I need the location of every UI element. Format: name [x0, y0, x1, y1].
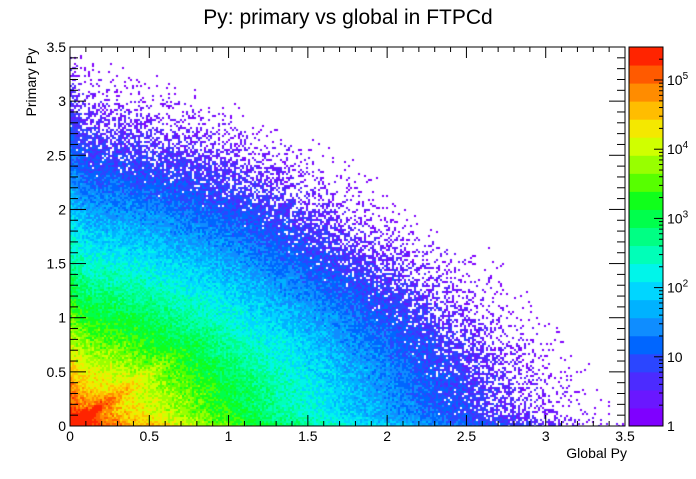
- colorbar-band: [629, 47, 663, 66]
- colorbar-tick-label: 102: [667, 279, 689, 296]
- x-tick-label: 0.5: [140, 428, 160, 444]
- colorbar-tick-label: 104: [667, 140, 689, 157]
- colorbar-band: [629, 209, 663, 228]
- x-tick-label: 1: [225, 428, 233, 444]
- y-axis: 0 0.5 1 1.5 2 2.5 3 3.5: [47, 39, 625, 434]
- y-axis-label: Primary Py: [23, 48, 39, 116]
- colorbar-band: [629, 407, 663, 427]
- x-tick-label: 1.5: [298, 428, 318, 444]
- colorbar-band: [629, 173, 663, 192]
- colorbar-tick-label: 103: [667, 209, 689, 226]
- y-tick-label: 3: [58, 93, 66, 109]
- y-tick-label: 2.5: [47, 147, 67, 163]
- y-tick-label: 3.5: [47, 39, 67, 55]
- y-tick-label: 0: [58, 418, 66, 434]
- plot-frame: [69, 46, 626, 427]
- colorbar-band: [629, 119, 663, 138]
- colorbar-frame: [628, 46, 664, 427]
- colorbar-tick-label: 10: [667, 349, 683, 365]
- chart-title: Py: primary vs global in FTPCd: [203, 6, 492, 29]
- colorbar-band: [629, 263, 663, 283]
- colorbar-band: [629, 335, 663, 355]
- y-tick-label: 1.5: [47, 256, 67, 272]
- colorbar-band: [629, 65, 663, 84]
- colorbar-band: [629, 137, 663, 156]
- x-tick-label: 3.5: [615, 428, 635, 444]
- color-scale-bar: 1 10 102 103 104 105: [628, 46, 689, 434]
- x-axis: 0 0.5 1 1.5 2 2.5 3 3.5: [66, 47, 635, 444]
- x-tick-label: 2: [383, 428, 391, 444]
- y-tick-label: 0.5: [47, 364, 67, 380]
- colorbar-band: [629, 155, 663, 174]
- x-tick-label: 3: [542, 428, 550, 444]
- x-axis-label: Global Py: [566, 445, 627, 461]
- colorbar-band: [629, 353, 663, 373]
- colorbar-band: [629, 317, 663, 337]
- colorbar-tick-label: 105: [667, 71, 689, 88]
- heatmap-image: [70, 47, 625, 426]
- colorbar-band: [629, 101, 663, 120]
- colorbar-band: [629, 191, 663, 210]
- y-tick-label: 2: [58, 201, 66, 217]
- colorbar-band: [629, 299, 663, 319]
- colorbar-band: [629, 245, 663, 265]
- colorbar-band: [629, 281, 663, 301]
- colorbar-band: [629, 227, 663, 247]
- heatmap-cells: [70, 47, 625, 426]
- colorbar-band: [629, 389, 663, 409]
- x-tick-label: 0: [66, 428, 74, 444]
- y-tick-label: 1: [58, 310, 66, 326]
- colorbar-band: [629, 83, 663, 102]
- x-tick-label: 2.5: [457, 428, 477, 444]
- colorbar-band: [629, 371, 663, 391]
- colorbar-tick-label: 1: [667, 418, 675, 434]
